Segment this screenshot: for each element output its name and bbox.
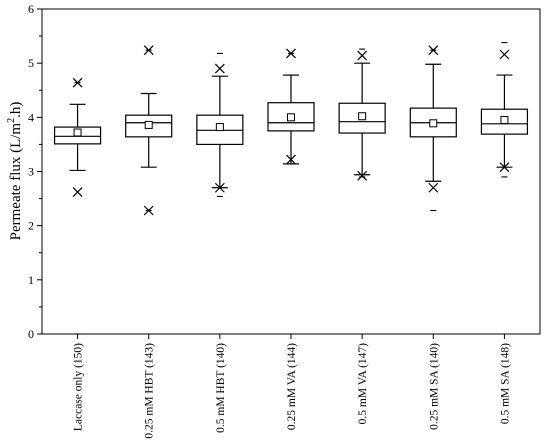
x-tick-label: 0.5 mM HBT (140) [215,343,227,433]
box-group [481,43,527,177]
y-tick-label: 5 [28,56,34,70]
y-tick-label: 2 [28,219,34,233]
percentile-99-marker [358,51,367,60]
mean-marker [430,120,437,127]
mean-marker [359,113,366,120]
x-tick-label: 0.25 mM SA (140) [428,343,440,430]
x-tick-label: 0.5 mM SA (148) [499,343,511,424]
box-group [55,78,101,334]
mean-marker [145,121,152,128]
y-tick-label: 0 [28,327,34,341]
boxes-layer [55,43,528,334]
y-tick-label: 4 [28,110,34,124]
y-tick-label: 6 [28,2,34,16]
y-axis-label-unit: .h) [8,102,24,118]
x-axis: Laccase only (150) 0.25 mM HBT (143) 0.5 m… [73,334,512,439]
x-tick-label: Laccase only (150) [73,343,85,431]
box-group [268,49,314,164]
box-group [410,46,456,211]
percentile-99-marker [215,64,224,73]
box-group [126,46,172,215]
y-axis-label: Permeate flux (L/m2.h) [6,102,24,241]
percentile-1-marker [429,183,438,192]
y-tick-label: 3 [28,165,34,179]
box-group [339,49,385,180]
x-tick-label: 0.25 mM HBT (143) [144,343,156,439]
percentile-1-marker [73,188,82,197]
x-tick-label: 0.25 mM VA (144) [286,343,298,430]
mean-marker [288,114,295,121]
x-tick-label: 0.5 mM VA (147) [357,343,369,425]
y-tick-label: 1 [28,273,34,287]
box-group [197,53,243,196]
percentile-99-marker [500,50,509,59]
y-axis: 0 1 2 3 4 5 6 [28,2,42,341]
mean-marker [74,129,81,136]
y-axis-label-main: Permeate flux (L/m [8,123,24,241]
mean-marker [216,124,223,131]
plot-frame [42,9,540,334]
mean-marker [501,117,508,124]
